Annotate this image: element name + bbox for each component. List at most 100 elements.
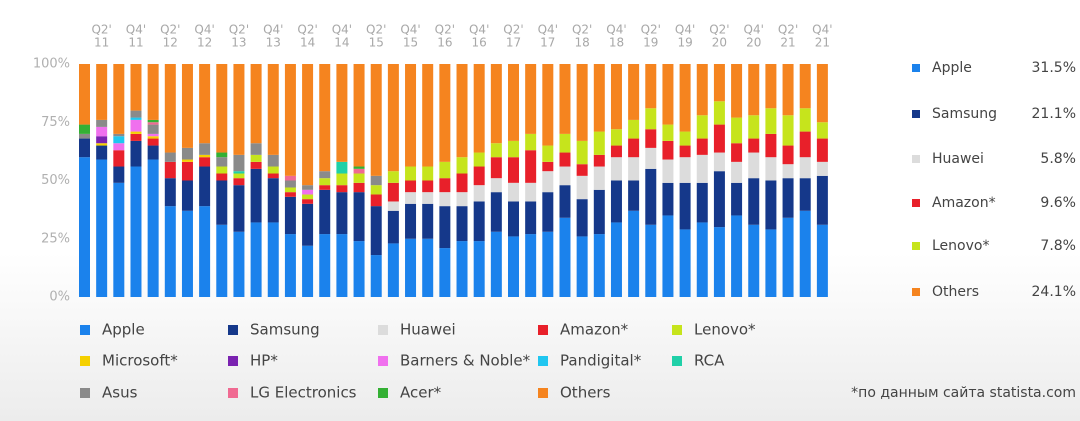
bar-segment [422,64,434,167]
bar-segment [748,224,760,297]
bar-segment [319,234,331,297]
bar-segment [319,64,331,172]
x-tick-label: 14 [334,36,349,50]
bar-segment [147,138,159,146]
bar-segment [181,161,193,181]
bar-segment [405,64,417,167]
bar-segment [96,143,108,146]
x-tick-label: Q4' [194,23,214,37]
bar-segment [233,154,245,172]
x-tick-label: Q2' [366,23,386,37]
bar-segment [542,161,554,172]
bar-segment [405,192,417,204]
bar-segment [302,203,314,246]
x-tick-label: Q2' [297,23,317,37]
bar-segment [370,64,382,176]
bar-segment [250,154,262,162]
bar-segment [508,157,519,183]
bar-segment [662,182,674,216]
bar-segment [336,185,348,193]
bar-segment [147,145,159,160]
bar-segment [799,108,811,132]
summary-value: 24.1% [1032,284,1076,300]
x-tick-label: Q2' [91,23,111,37]
bar-segment [765,229,777,297]
bar-segment [645,168,657,225]
x-tick-label: 11 [94,36,109,50]
bar-segment [593,154,605,167]
bar-segment [628,64,640,120]
bar-segment [713,101,725,125]
bar-segment [422,238,434,297]
bar-segment [679,157,691,183]
bar-segment [130,131,142,134]
bar-segment [456,173,468,193]
bar-segment [542,145,554,162]
bar-segment [353,173,365,183]
bar-segment [765,133,777,158]
bar-segment [233,185,245,232]
legend-swatch [672,356,682,366]
bar-segment [250,168,262,223]
bar-segment [113,143,125,151]
bar-segment [576,175,588,200]
x-tick-label: Q2' [435,23,455,37]
x-tick-label: 17 [540,36,555,50]
x-tick-label: 19 [677,36,692,50]
bar-segment [216,166,228,174]
x-tick-label: 19 [643,36,658,50]
x-tick-label: 16 [472,36,487,50]
bar-segment [216,180,228,225]
summary-label: Apple [932,60,972,76]
bar-segment [456,206,468,242]
bar-segment [439,206,451,249]
bar-segment [525,182,537,202]
x-tick-label: 12 [163,36,178,50]
bar-segment [456,192,468,207]
bar-segment [113,166,125,183]
bar-segment [164,178,176,207]
bar-segment [353,182,365,193]
bar-segment [319,185,331,190]
bar-segment [816,161,828,176]
x-tick-label: 15 [403,36,418,50]
summary-swatch [912,155,920,163]
bar-segment [216,157,228,167]
summary-value: 21.1% [1032,106,1076,122]
bar-segment [748,64,760,116]
bar-segment [816,175,828,225]
bar-segment [628,138,640,158]
bar-segment [713,124,725,153]
legend-swatch [80,325,90,335]
summary-label: Samsung [932,106,997,122]
bar-segment [130,64,142,111]
bar-segment [696,182,708,223]
bar-segment [387,64,399,172]
bar-segment [508,182,519,202]
bar-segment [439,192,451,207]
bar-segment [662,124,674,141]
bar-segment [422,166,434,181]
bar-segment [370,185,382,195]
bar-segment [731,64,743,118]
legend-label: LG Electronics [250,384,357,402]
summary-swatch [912,288,920,296]
bar-segment [765,157,777,181]
bar-segment [748,115,760,139]
bar-segment [576,236,588,297]
bar-segment [353,192,365,242]
x-tick-label: 15 [369,36,384,50]
bar-segment [628,210,640,297]
bar-segment [456,157,468,174]
bar-segment [405,166,417,181]
bar-segment [645,108,657,130]
bar-segment [79,157,90,297]
bar-segment [490,192,502,232]
x-tick-label: Q4' [538,23,558,37]
bar-segment [645,64,657,109]
bar-segment [267,173,279,179]
bar-segment [267,222,279,297]
bar-segment [96,119,108,127]
bar-segment [662,140,674,160]
